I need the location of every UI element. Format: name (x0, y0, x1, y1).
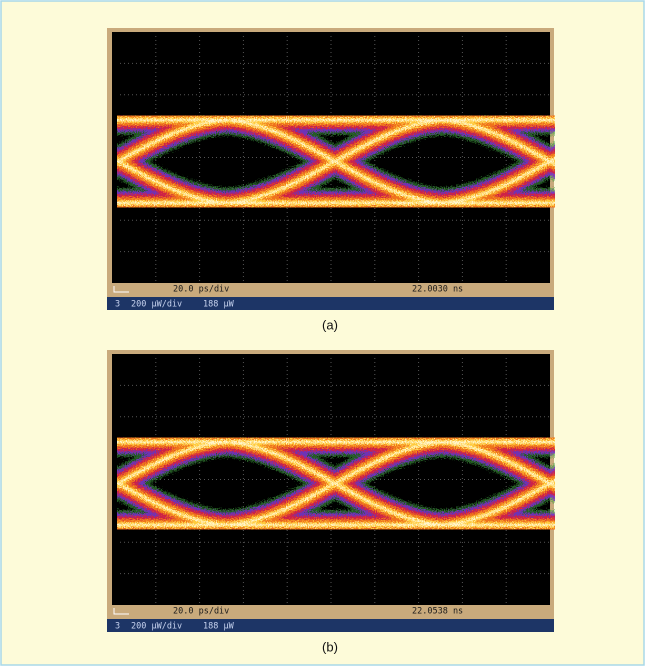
volt-scale: 200 µW/div (131, 622, 182, 632)
channel-bar (107, 619, 554, 632)
time-position: 22.0030 ns (412, 285, 463, 295)
screen-content (117, 36, 555, 283)
channel: 3 (115, 300, 120, 310)
scope-panel: 20.0 ps/div 22.0030 ns 3 200 µW/div 188 µW (107, 28, 555, 310)
channel: 3 (115, 622, 120, 632)
eye-diagram (117, 427, 555, 540)
eye-trace (117, 119, 555, 204)
scope-panel: 20.0 ps/div 22.0538 ns 3 200 µW/div 188 µW (107, 350, 555, 632)
volt-scale: 200 µW/div (131, 300, 182, 310)
caption: (b) (322, 639, 338, 654)
trigger-icon (113, 608, 129, 615)
time-scale: 20.0 ps/div (173, 607, 229, 617)
eye-trace (117, 441, 555, 526)
screen-content (117, 358, 555, 605)
offset: 188 µW (203, 300, 235, 310)
channel-bar (107, 297, 554, 310)
eye-diagram (117, 105, 555, 218)
trigger-icon (113, 286, 129, 293)
caption: (a) (322, 317, 338, 332)
time-scale: 20.0 ps/div (173, 285, 229, 295)
time-position: 22.0538 ns (412, 607, 463, 617)
offset: 188 µW (203, 622, 235, 632)
